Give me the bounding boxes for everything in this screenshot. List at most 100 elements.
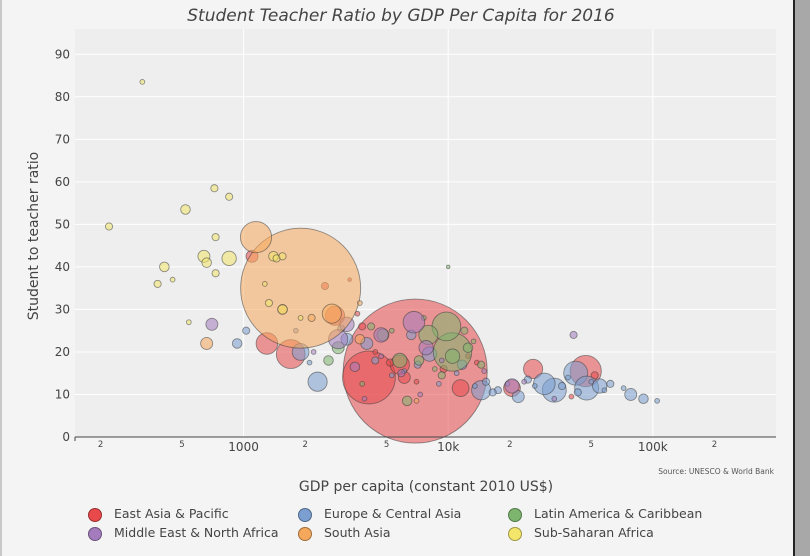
bubble-middle-east-north-africa-6[interactable] [349, 361, 361, 373]
bubble-middle-east-north-africa-13[interactable] [438, 357, 445, 364]
bubble-sub-saharan-africa-6[interactable] [221, 250, 237, 267]
bubble-middle-east-north-africa-14[interactable] [521, 378, 527, 385]
y-tick-label: 10 [55, 387, 70, 401]
bubble-sub-saharan-africa-7[interactable] [201, 257, 212, 268]
bubble-europe-central-asia-39[interactable] [453, 370, 460, 377]
bubble-sub-saharan-africa-15[interactable] [277, 304, 288, 315]
bubble-europe-central-asia-23[interactable] [606, 379, 615, 388]
bubble-sub-saharan-africa-18[interactable] [169, 276, 176, 283]
legend-label-europe-central-asia: Europe & Central Asia [324, 506, 462, 521]
bubble-middle-east-north-africa-12[interactable] [378, 353, 384, 360]
bubble-sub-saharan-africa-9[interactable] [211, 233, 220, 242]
bubble-middle-east-north-africa-10[interactable] [551, 395, 558, 402]
bubble-middle-east-north-africa-17[interactable] [481, 368, 488, 374]
bubble-middle-east-north-africa-1[interactable] [418, 340, 434, 356]
bubble-middle-east-north-africa-7[interactable] [569, 330, 578, 339]
bubble-middle-east-north-africa-5[interactable] [205, 317, 219, 331]
bubble-sub-saharan-africa-16[interactable] [261, 281, 268, 287]
legend-item-south-asia[interactable]: South Asia [298, 524, 391, 542]
bubble-sub-saharan-africa-17[interactable] [153, 279, 162, 288]
bubble-europe-central-asia-36[interactable] [601, 387, 608, 394]
y-tick-label: 30 [55, 302, 70, 316]
bubble-sub-saharan-africa-8[interactable] [159, 261, 170, 273]
bubble-latin-america-caribbean-14[interactable] [367, 322, 376, 331]
bubble-europe-central-asia-40[interactable] [388, 372, 395, 379]
bubble-europe-central-asia-10[interactable] [533, 372, 556, 396]
bubble-latin-america-caribbean-9[interactable] [323, 355, 334, 366]
bubble-europe-central-asia-16[interactable] [638, 393, 649, 404]
x-minor-tick-label: 5 [384, 440, 389, 450]
legend-item-middle-east-north-africa[interactable]: Middle East & North Africa [88, 524, 279, 542]
bubble-latin-america-caribbean-19[interactable] [431, 366, 438, 372]
bubble-latin-america-caribbean-3[interactable] [392, 352, 408, 369]
x-minor-tick-label: 2 [507, 440, 512, 450]
y-axis-label: Student to teacher ratio [26, 152, 42, 320]
bubble-east-asia-pacific-5[interactable] [451, 379, 470, 397]
bubble-latin-america-caribbean-12[interactable] [477, 360, 486, 369]
bubble-europe-central-asia-17[interactable] [654, 398, 660, 404]
bubble-europe-central-asia-19[interactable] [511, 390, 525, 404]
legend-item-sub-saharan-africa[interactable]: Sub-Saharan Africa [508, 524, 654, 542]
bubble-sub-saharan-africa-3[interactable] [210, 184, 219, 193]
bubble-europe-central-asia-37[interactable] [620, 385, 627, 391]
bubble-sub-saharan-africa-4[interactable] [225, 192, 234, 201]
bubble-south-asia-4[interactable] [354, 333, 366, 345]
bubble-sub-saharan-africa-1[interactable] [104, 222, 114, 231]
legend-item-europe-central-asia[interactable]: Europe & Central Asia [298, 505, 461, 523]
bubble-europe-central-asia-20[interactable] [481, 377, 491, 386]
bubble-europe-central-asia-30[interactable] [488, 388, 497, 397]
bubble-latin-america-caribbean-17[interactable] [388, 327, 395, 334]
bubble-latin-america-caribbean-11[interactable] [437, 371, 446, 380]
bubble-europe-central-asia-33[interactable] [565, 374, 571, 381]
bubble-middle-east-north-africa-11[interactable] [417, 391, 424, 398]
bubble-east-asia-pacific-16[interactable] [568, 393, 575, 400]
bubble-middle-east-north-africa-16[interactable] [361, 395, 368, 402]
bubble-europe-central-asia-1[interactable] [307, 371, 328, 392]
bubble-europe-central-asia-25[interactable] [371, 356, 380, 365]
bubble-south-asia-5[interactable] [307, 313, 316, 322]
bubble-south-asia-8[interactable] [356, 300, 363, 306]
bubble-sub-saharan-africa-19[interactable] [185, 319, 192, 326]
x-tick-label: 100k [638, 440, 668, 454]
bubble-sub-saharan-africa-14[interactable] [264, 298, 273, 308]
bubble-latin-america-caribbean-6[interactable] [462, 342, 474, 353]
bubble-east-asia-pacific-17[interactable] [413, 378, 420, 385]
bubble-sub-saharan-africa-13[interactable] [278, 252, 287, 261]
bubble-europe-central-asia-32[interactable] [531, 383, 538, 389]
bubble-sub-saharan-africa-10[interactable] [211, 269, 220, 278]
legend-item-latin-america-caribbean[interactable]: Latin America & Caribbean [508, 505, 702, 523]
bubble-latin-america-caribbean-10[interactable] [413, 355, 425, 366]
bubble-europe-central-asia-34[interactable] [573, 388, 582, 397]
bubble-latin-america-caribbean-20[interactable] [470, 338, 477, 345]
bubble-middle-east-north-africa-0[interactable] [402, 310, 426, 334]
bubble-europe-central-asia-22[interactable] [557, 381, 567, 391]
bubble-south-asia-1[interactable] [239, 221, 273, 254]
bubble-east-asia-pacific-20[interactable] [372, 349, 379, 355]
bubble-south-asia-7[interactable] [413, 398, 420, 404]
bubble-europe-central-asia-38[interactable] [435, 380, 442, 387]
bubble-sub-saharan-africa-20[interactable] [297, 315, 304, 321]
bubble-east-asia-pacific-7[interactable] [523, 358, 544, 380]
bubble-europe-central-asia-3[interactable] [242, 326, 251, 335]
bubble-latin-america-caribbean-13[interactable] [460, 326, 469, 335]
bubble-europe-central-asia-29[interactable] [472, 383, 478, 389]
legend-item-east-asia-pacific[interactable]: East Asia & Pacific [88, 505, 229, 523]
bubble-middle-east-north-africa-4[interactable] [373, 327, 389, 343]
bubble-sub-saharan-africa-2[interactable] [180, 204, 191, 215]
bubble-europe-central-asia-4[interactable] [231, 338, 243, 349]
bubble-europe-central-asia-15[interactable] [624, 388, 638, 401]
bubble-middle-east-north-africa-8[interactable] [504, 378, 520, 394]
bubble-latin-america-caribbean-18[interactable] [445, 264, 451, 270]
bubble-europe-central-asia-28[interactable] [306, 359, 313, 366]
bubble-south-asia-2[interactable] [321, 303, 342, 324]
bubble-middle-east-north-africa-15[interactable] [310, 349, 317, 355]
bubble-latin-america-caribbean-15[interactable] [359, 380, 366, 387]
bubble-east-asia-pacific-1[interactable] [342, 350, 396, 405]
bubble-europe-central-asia-35[interactable] [588, 378, 595, 385]
bubble-sub-saharan-africa-0[interactable] [139, 79, 146, 85]
bubble-latin-america-caribbean-7[interactable] [401, 395, 413, 407]
bubble-middle-east-north-africa-9[interactable] [397, 369, 406, 378]
bubble-south-asia-3[interactable] [200, 336, 214, 350]
bubble-east-asia-pacific-19[interactable] [358, 322, 367, 331]
bubble-latin-america-caribbean-4[interactable] [444, 348, 461, 364]
